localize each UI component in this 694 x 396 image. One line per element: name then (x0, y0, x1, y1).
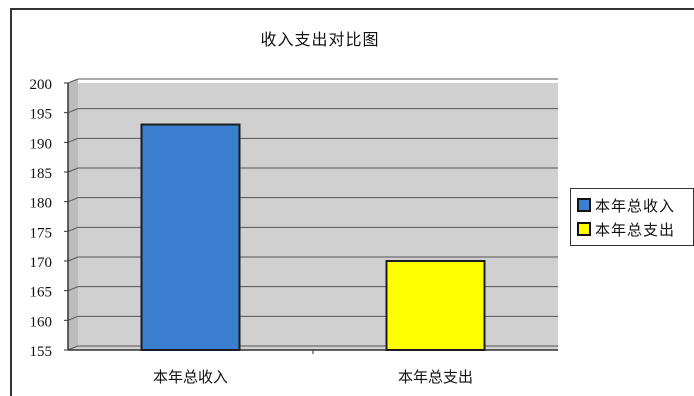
y-tick-label: 170 (30, 255, 53, 271)
frame-border-left (10, 8, 12, 396)
legend-swatch-income (577, 198, 591, 212)
gridline-side (67, 226, 79, 232)
y-tick-label: 160 (30, 314, 53, 330)
x-tick-label: 本年总收入 (153, 368, 228, 386)
legend-item-income: 本年总收入 (577, 194, 675, 216)
chart-title: 收入支出对比图 (260, 30, 380, 49)
y-tick-label: 185 (30, 166, 53, 182)
legend-label-expense: 本年总支出 (595, 220, 676, 239)
y-tick-label: 195 (30, 107, 53, 123)
gridline-side (67, 78, 79, 84)
y-tick-label: 165 (30, 285, 53, 301)
bar-income (140, 123, 241, 351)
gridline-side (67, 286, 79, 292)
y-tick-label: 155 (30, 344, 53, 360)
legend-label-income: 本年总收入 (595, 196, 676, 215)
legend-swatch-expense (577, 222, 591, 236)
y-tick-label: 175 (30, 225, 53, 241)
legend-item-expense: 本年总支出 (577, 218, 675, 240)
y-tick-label: 190 (30, 136, 53, 152)
gridline-side (67, 137, 79, 143)
gridline-side (67, 315, 79, 321)
plot-side-wall (68, 79, 78, 350)
gridline-side (67, 256, 79, 262)
y-tick-label: 180 (30, 196, 53, 212)
gridline-side (67, 167, 79, 173)
frame-border-top (10, 8, 694, 10)
bar-expense (385, 260, 486, 351)
chart-legend: 本年总收入 本年总支出 (570, 188, 694, 246)
gridline-side (67, 197, 79, 203)
y-tick-label: 200 (30, 77, 53, 93)
gridline-side (67, 108, 79, 114)
x-tick-label: 本年总支出 (398, 368, 473, 386)
